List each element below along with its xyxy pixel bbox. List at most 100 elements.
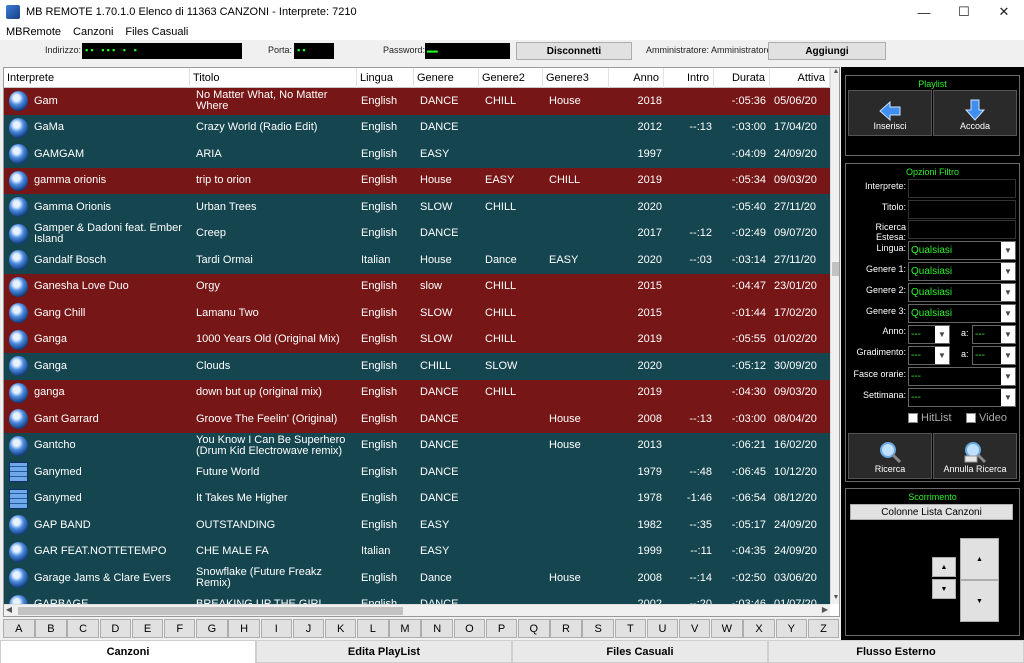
column-header-titolo[interactable]: Titolo <box>190 68 357 88</box>
column-header-genere2[interactable]: Genere2 <box>479 68 543 88</box>
letter-button-g[interactable]: G <box>196 619 228 638</box>
disconnect-button[interactable]: Disconnetti <box>516 42 632 60</box>
letter-button-j[interactable]: J <box>292 619 325 638</box>
genere3-select[interactable]: Qualsiasi ▼ <box>908 304 1016 323</box>
letter-button-d[interactable]: D <box>99 619 132 638</box>
maximize-button[interactable]: ☐ <box>958 4 970 19</box>
columns-button[interactable]: Colonne Lista Canzoni <box>850 504 1013 520</box>
hscrollbar-thumb[interactable] <box>18 607 403 615</box>
table-row[interactable]: gamma orionis trip to orion English House EA… <box>4 167 830 194</box>
letter-button-z[interactable]: Z <box>807 619 840 638</box>
letter-button-o[interactable]: O <box>453 619 486 638</box>
letter-button-x[interactable]: X <box>743 619 775 638</box>
letter-button-e[interactable]: E <box>131 619 164 638</box>
table-row[interactable]: Ganesha Love Duo Orgy English slow CHILL 2015… <box>4 273 830 300</box>
letter-button-f[interactable]: F <box>163 619 196 638</box>
table-row[interactable]: Ganga Clouds English CHILL SLOW 2020 -:05:12 30… <box>4 353 830 380</box>
scroll-down-arrow-icon[interactable]: ▼ <box>832 594 840 601</box>
horizontal-scrollbar[interactable]: ◀ ▶ <box>4 604 830 616</box>
indirizzo-field[interactable]: ▪▪ ▪▪▪ ▪ ▪ <box>82 43 242 59</box>
scroll-right-arrow-icon[interactable]: ▶ <box>821 605 829 614</box>
table-row[interactable]: Gamma Orionis Urban Trees English SLOW CHILL… <box>4 194 830 221</box>
tab-canzoni[interactable]: Canzoni <box>0 640 256 663</box>
vertical-scrollbar[interactable]: ▲ ▼ <box>830 68 840 604</box>
search-button[interactable]: Ricerca <box>848 433 932 479</box>
minimize-button[interactable]: — <box>917 4 931 20</box>
letter-button-p[interactable]: P <box>485 619 518 638</box>
anno-to-select[interactable]: --- ▼ <box>972 325 1016 344</box>
table-row[interactable]: GARBAGE BREAKING UP THE GIRL English DANCE 2… <box>4 591 830 604</box>
table-row[interactable]: Gamper & Dadoni feat. Ember Island Creep E… <box>4 220 830 247</box>
table-row[interactable]: Gandalf Bosch Tardi Ormai Italian House Danc… <box>4 247 830 274</box>
grad-from-select[interactable]: --- ▼ <box>908 346 950 365</box>
genere1-select[interactable]: Qualsiasi ▼ <box>908 262 1016 281</box>
lingua-select[interactable]: Qualsiasi ▼ <box>908 241 1016 260</box>
table-row[interactable]: GAMGAM ARIA English EASY 1997 -:04:09 24/09/20 <box>4 141 830 168</box>
genere2-select[interactable]: Qualsiasi ▼ <box>908 283 1016 302</box>
letter-button-y[interactable]: Y <box>775 619 807 638</box>
scroll-left-arrow-icon[interactable]: ◀ <box>5 605 13 614</box>
letter-button-i[interactable]: I <box>260 619 292 638</box>
letter-button-m[interactable]: M <box>389 619 421 638</box>
table-row[interactable]: ganga down but up (original mix) English DA… <box>4 379 830 406</box>
update-button[interactable]: Aggiungi <box>768 42 886 60</box>
letter-button-h[interactable]: H <box>228 619 260 638</box>
table-row[interactable]: GAR FEAT.NOTTETEMPO CHE MALE FA Italian EAS… <box>4 538 830 565</box>
porta-field[interactable]: ▪▪ <box>294 43 334 59</box>
letter-button-w[interactable]: W <box>711 619 743 638</box>
fasce-select[interactable]: --- ▼ <box>908 367 1016 386</box>
column-header-genere3[interactable]: Genere3 <box>543 68 609 88</box>
column-header-anno[interactable]: Anno <box>609 68 664 88</box>
tab-files-casuali[interactable]: Files Casuali <box>512 640 768 663</box>
column-header-genere[interactable]: Genere <box>414 68 479 88</box>
scroll-up-small-button[interactable]: ▲ <box>932 557 956 577</box>
letter-button-c[interactable]: C <box>67 619 99 638</box>
letter-button-a[interactable]: A <box>3 619 35 638</box>
table-row[interactable]: GAP BAND OUTSTANDING English EASY 1982 --:35 -… <box>4 512 830 539</box>
table-row[interactable]: Gant Garrard Groove The Feelin' (Original… <box>4 406 830 433</box>
letter-button-b[interactable]: B <box>35 619 67 638</box>
column-header-lingua[interactable]: Lingua <box>357 68 414 88</box>
page-up-button[interactable]: ▲ <box>960 538 999 580</box>
interprete-filter-input[interactable] <box>908 179 1016 198</box>
page-down-button[interactable]: ▼ <box>960 580 999 622</box>
queue-button[interactable]: Accoda <box>933 90 1017 136</box>
hitlist-checkbox[interactable]: HitList <box>908 412 952 424</box>
table-row[interactable]: Ganymed Future World English DANCE 1979 --:48… <box>4 459 830 486</box>
tab-edita-playlist[interactable]: Edita PlayList <box>256 640 512 663</box>
menu-canzoni[interactable]: Canzoni <box>73 26 114 38</box>
video-checkbox[interactable]: Video <box>966 412 1007 424</box>
ricerca-estesa-input[interactable] <box>908 220 1016 239</box>
letter-button-l[interactable]: L <box>357 619 389 638</box>
anno-from-select[interactable]: --- ▼ <box>908 325 950 344</box>
scroll-down-small-button[interactable]: ▼ <box>932 579 956 599</box>
letter-button-s[interactable]: S <box>582 619 614 638</box>
scrollbar-thumb[interactable] <box>832 262 839 276</box>
table-row[interactable]: Gang Chill Lamanu Two English SLOW CHILL 2015… <box>4 300 830 327</box>
column-header-attiva[interactable]: Attiva <box>770 68 830 88</box>
column-header-durata[interactable]: Durata <box>714 68 770 88</box>
letter-button-n[interactable]: N <box>421 619 453 638</box>
password-field[interactable]: ▬▬ <box>425 43 510 59</box>
letter-button-v[interactable]: V <box>678 619 711 638</box>
scroll-up-arrow-icon[interactable]: ▲ <box>832 68 840 75</box>
letter-button-t[interactable]: T <box>614 619 647 638</box>
insert-button[interactable]: Inserisci <box>848 90 932 136</box>
settimana-select[interactable]: --- ▼ <box>908 388 1016 407</box>
letter-button-r[interactable]: R <box>550 619 582 638</box>
column-header-interprete[interactable]: Interprete <box>4 68 190 88</box>
titolo-filter-input[interactable] <box>908 200 1016 219</box>
close-button[interactable]: ✕ <box>998 4 1010 19</box>
menu-mbremote[interactable]: MBRemote <box>6 26 62 38</box>
grad-to-select[interactable]: --- ▼ <box>972 346 1016 365</box>
cancel-search-button[interactable]: Annulla Ricerca <box>933 433 1017 479</box>
letter-button-k[interactable]: K <box>324 619 357 638</box>
table-row[interactable]: Gantcho You Know I Can Be Superhero (Drum… <box>4 432 830 459</box>
menu-files-casuali[interactable]: Files Casuali <box>125 26 189 38</box>
table-row[interactable]: Ganga 1000 Years Old (Original Mix) Englis… <box>4 326 830 353</box>
table-row[interactable]: GaMa Crazy World (Radio Edit) English DANCE… <box>4 114 830 141</box>
letter-button-q[interactable]: Q <box>518 619 550 638</box>
column-header-intro[interactable]: Intro <box>664 68 714 88</box>
table-row[interactable]: Ganymed It Takes Me Higher English DANCE 197… <box>4 485 830 512</box>
tab-flusso-esterno[interactable]: Flusso Esterno <box>768 640 1024 663</box>
